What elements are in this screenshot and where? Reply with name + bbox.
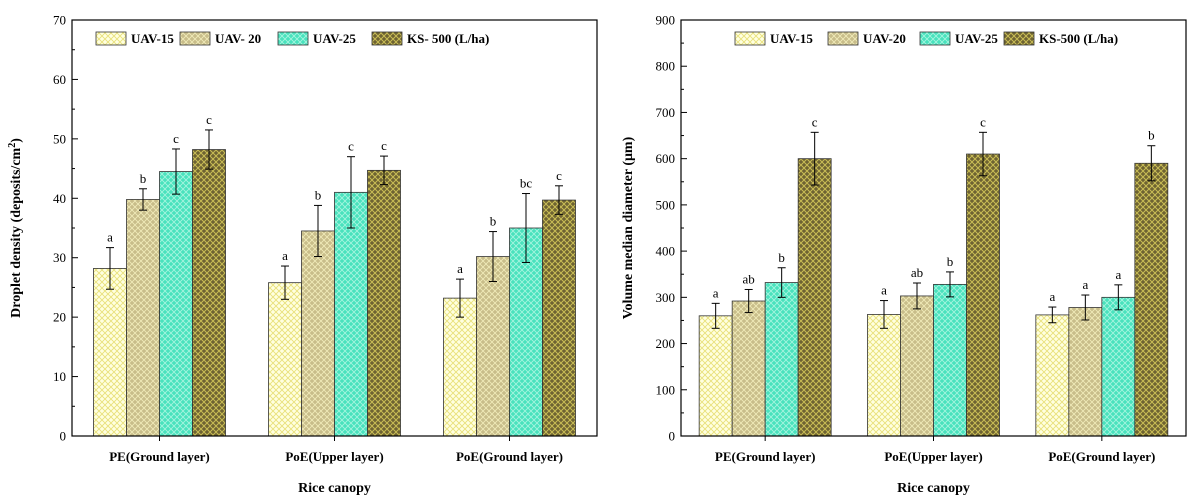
significance-letter: c <box>206 112 212 127</box>
significance-letter: a <box>282 248 288 263</box>
y-axis-title: Droplet density (deposits/cm2) <box>7 138 25 318</box>
significance-letter: bc <box>520 176 533 191</box>
x-tick-label: PE(Ground layer) <box>109 449 210 464</box>
y-tick-label: 400 <box>656 244 676 259</box>
bar-uav-25-3 <box>1101 296 1136 437</box>
legend-swatch-1 <box>95 31 127 46</box>
significance-letter: b <box>315 187 322 202</box>
y-tick-label: 50 <box>53 131 66 146</box>
significance-letter: c <box>173 131 179 146</box>
bar-ks-500-l-ha--1 <box>797 158 832 437</box>
x-tick-label: PoE(Upper layer) <box>285 449 383 464</box>
legend-swatch-2 <box>179 31 211 46</box>
bar-uav-25-2 <box>334 191 368 437</box>
bar-ks-500-l-ha--3 <box>1134 162 1169 437</box>
x-axis-title: Rice canopy <box>298 481 371 496</box>
bar-ks-500-l-ha--1 <box>192 149 226 437</box>
bar-uav-20-1 <box>126 199 160 437</box>
bar-uav-15-3 <box>443 297 477 437</box>
y-tick-label: 900 <box>656 13 676 28</box>
y-tick-label: 0 <box>60 429 67 444</box>
significance-letter: a <box>1082 277 1088 292</box>
x-axis-title: Rice canopy <box>897 481 970 496</box>
significance-letter: b <box>1148 128 1155 143</box>
significance-letter: a <box>1115 267 1121 282</box>
legend-swatch-4 <box>1003 31 1035 46</box>
significance-letter: c <box>812 114 818 129</box>
y-tick-label: 70 <box>53 13 66 28</box>
bar-uav-15-1 <box>698 315 733 437</box>
legend-swatch-3 <box>277 31 309 46</box>
y-tick-label: 700 <box>656 105 676 120</box>
bar-uav-25-1 <box>159 171 193 437</box>
y-tick-label: 40 <box>53 191 66 206</box>
bar-uav-20-2 <box>301 230 335 437</box>
y-axis-title: Volume median diameter (μm) <box>621 136 636 319</box>
bar-uav-20-1 <box>731 300 766 437</box>
x-tick-label: PoE(Ground layer) <box>1048 449 1155 464</box>
significance-letter: c <box>980 114 986 129</box>
legend-swatch-4 <box>371 31 403 46</box>
y-tick-label: 0 <box>669 429 676 444</box>
x-tick-label: PoE(Ground layer) <box>456 449 563 464</box>
bar-uav-15-2 <box>268 282 302 437</box>
bar-ks-500-l-ha--2 <box>966 153 1000 437</box>
significance-letter: a <box>457 261 463 276</box>
y-tick-label: 30 <box>53 250 66 265</box>
legend-swatch-3 <box>919 31 951 46</box>
y-tick-label: 600 <box>656 151 676 166</box>
x-tick-label: PE(Ground layer) <box>715 449 816 464</box>
significance-letter: b <box>140 171 147 186</box>
significance-letter: c <box>556 168 562 183</box>
legend-label-2: UAV-20 <box>863 31 906 46</box>
legend-label-3: UAV-25 <box>955 31 998 46</box>
significance-letter: a <box>1049 289 1055 304</box>
significance-letter: c <box>381 138 387 153</box>
significance-letter: b <box>490 214 497 229</box>
significance-letter: ab <box>743 271 755 286</box>
significance-letter: a <box>713 285 719 300</box>
y-tick-label: 60 <box>53 72 66 87</box>
legend-swatch-1 <box>734 31 766 46</box>
x-tick-label: PoE(Upper layer) <box>884 449 982 464</box>
legend-label-4: KS- 500 (L/ha) <box>407 31 489 46</box>
bar-uav-15-3 <box>1035 314 1070 437</box>
y-tick-label: 20 <box>53 310 66 325</box>
legend-label-2: UAV- 20 <box>215 31 261 46</box>
y-tick-label: 500 <box>656 197 676 212</box>
bar-uav-25-2 <box>933 283 967 437</box>
bar-uav-15-2 <box>867 314 901 437</box>
legend-label-1: UAV-15 <box>131 31 174 46</box>
significance-letter: a <box>881 283 887 298</box>
significance-letter: c <box>348 139 354 154</box>
bar-uav-20-3 <box>1068 307 1103 437</box>
bar-ks-500-l-ha--2 <box>367 169 401 437</box>
significance-letter: b <box>947 254 954 269</box>
significance-letter: b <box>778 250 785 265</box>
y-tick-label: 300 <box>656 290 676 305</box>
legend-label-1: UAV-15 <box>770 31 813 46</box>
significance-letter: ab <box>911 265 923 280</box>
bar-uav-20-3 <box>476 256 510 437</box>
y-tick-label: 10 <box>53 369 66 384</box>
y-tick-label: 100 <box>656 382 676 397</box>
bar-ks-500-l-ha--3 <box>542 199 576 437</box>
legend-swatch-2 <box>827 31 859 46</box>
significance-letter: a <box>107 230 113 245</box>
bar-uav-15-1 <box>93 268 127 437</box>
legend-label-4: KS-500 (L/ha) <box>1039 31 1118 46</box>
y-tick-label: 200 <box>656 336 676 351</box>
legend-label-3: UAV-25 <box>313 31 356 46</box>
bar-uav-20-2 <box>900 295 934 437</box>
bar-uav-25-1 <box>764 282 799 437</box>
y-tick-label: 800 <box>656 59 676 74</box>
